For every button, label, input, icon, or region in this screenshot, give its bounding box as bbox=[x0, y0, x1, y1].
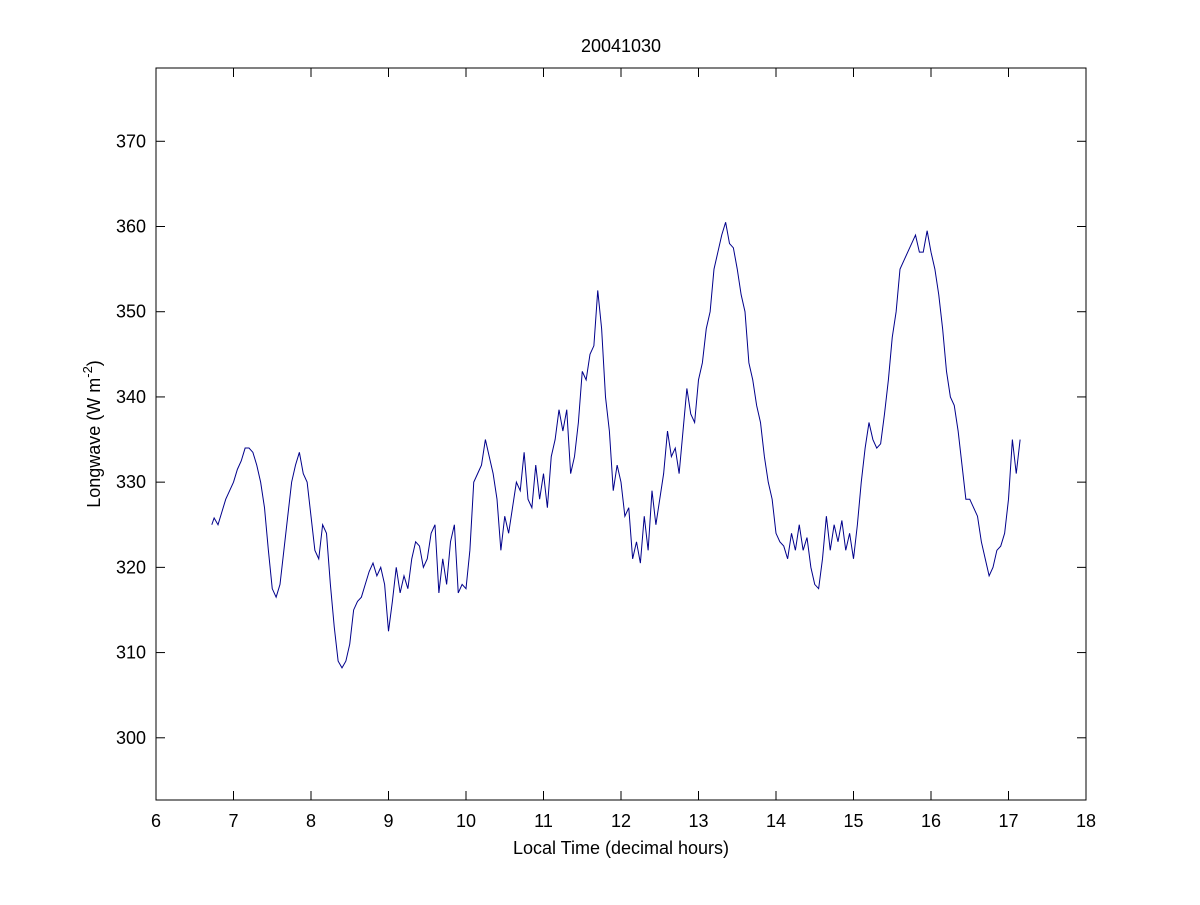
x-tick-label: 17 bbox=[998, 811, 1018, 831]
x-tick-label: 10 bbox=[456, 811, 476, 831]
x-tick-label: 13 bbox=[688, 811, 708, 831]
y-tick-label: 300 bbox=[116, 728, 146, 748]
y-axis-label-end: ) bbox=[84, 360, 104, 366]
x-tick-label: 12 bbox=[611, 811, 631, 831]
y-axis-label-text: Longwave (W m bbox=[84, 378, 104, 508]
x-tick-label: 6 bbox=[151, 811, 161, 831]
y-axis-label: Longwave (W m-2) bbox=[80, 360, 104, 508]
x-tick-label: 18 bbox=[1076, 811, 1096, 831]
y-tick-label: 340 bbox=[116, 387, 146, 407]
data-line bbox=[211, 222, 1021, 669]
y-axis-label-sup: -2 bbox=[80, 366, 95, 378]
y-tick-label: 370 bbox=[116, 131, 146, 151]
x-tick-label: 9 bbox=[383, 811, 393, 831]
y-tick-label: 330 bbox=[116, 472, 146, 492]
x-tick-label: 7 bbox=[228, 811, 238, 831]
x-tick-label: 8 bbox=[306, 811, 316, 831]
y-tick-label: 310 bbox=[116, 643, 146, 663]
x-tick-label: 15 bbox=[843, 811, 863, 831]
y-tick-label: 350 bbox=[116, 302, 146, 322]
y-tick-label: 360 bbox=[116, 217, 146, 237]
plot-area bbox=[155, 67, 1087, 801]
x-tick-label: 14 bbox=[766, 811, 786, 831]
x-axis-label: Local Time (decimal hours) bbox=[513, 838, 729, 858]
x-tick-label: 16 bbox=[921, 811, 941, 831]
chart-title: 20041030 bbox=[581, 36, 661, 56]
x-tick-label: 11 bbox=[534, 811, 553, 831]
y-tick-label: 320 bbox=[116, 557, 146, 577]
